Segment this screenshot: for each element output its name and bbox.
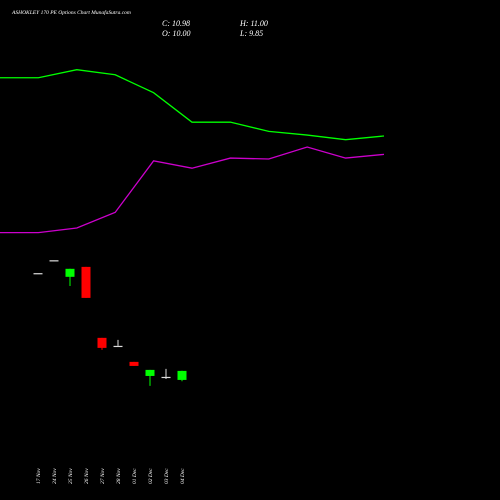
ohlc-label: O: 10.00: [162, 29, 190, 38]
x-tick-label: 27 Nov: [100, 468, 106, 484]
x-tick-label: 04 Dec: [179, 468, 186, 484]
ohlc-key: O:: [162, 29, 171, 38]
x-tick-label: 01 Dec: [132, 468, 138, 484]
indicator-line: [0, 146, 385, 234]
x-tick-label: 02 Dec: [148, 468, 154, 484]
chart-title: ASHOKLEY 170 PE Options Chart MunafaSutr…: [11, 9, 131, 16]
candle-body: [129, 361, 139, 366]
indicator-line: [0, 69, 385, 141]
ohlc-value: 11.00: [250, 19, 267, 28]
candle-body: [65, 268, 75, 277]
ohlc-label: C: 10.98: [162, 19, 190, 28]
ohlc-key: L:: [239, 29, 247, 38]
ohlc-label: H: 11.00: [239, 19, 268, 28]
x-tick-label: 28 Nov: [116, 468, 122, 484]
candle-body: [33, 273, 43, 275]
x-tick-label: 24 Nov: [51, 468, 58, 484]
ohlc-key: H:: [239, 19, 249, 28]
x-tick-label: 26 Nov: [84, 468, 90, 484]
x-tick-label: 25 Nov: [68, 468, 74, 484]
ohlc-key: C:: [162, 19, 170, 28]
ohlc-value: 10.00: [172, 29, 190, 38]
ohlc-value: 10.98: [172, 19, 190, 28]
ohlc-label: L: 9.85: [239, 29, 263, 38]
candle-body: [97, 337, 107, 348]
x-tick-label: 17 Nov: [36, 468, 42, 484]
ohlc-value: 9.85: [249, 29, 263, 38]
candle-body: [177, 370, 187, 380]
candle-body: [113, 345, 123, 348]
candle-body: [161, 376, 171, 379]
candle-body: [49, 260, 59, 262]
candle-body: [145, 369, 155, 376]
candle-body: [81, 266, 91, 298]
x-tick-label: 03 Dec: [164, 468, 170, 484]
